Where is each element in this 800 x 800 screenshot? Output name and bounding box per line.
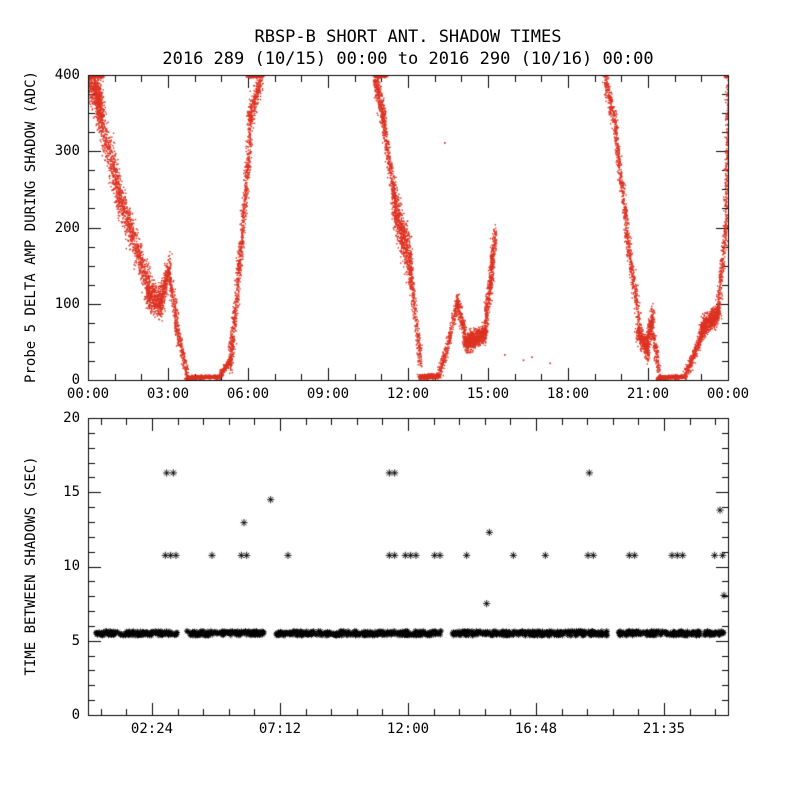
top-y-tick-label: 300 xyxy=(54,143,80,159)
top-x-tick-label: 03:00 xyxy=(146,386,190,402)
top-y-tick-label: 100 xyxy=(54,296,80,312)
top-x-tick-label: 12:00 xyxy=(386,386,430,402)
bottom-y-tick-label: 0 xyxy=(71,707,80,723)
bottom-x-tick-label: 21:35 xyxy=(642,721,686,737)
bottom-y-tick-label: 10 xyxy=(63,558,80,574)
bottom-y-tick-label: 5 xyxy=(71,633,80,649)
top-x-tick-label: 00:00 xyxy=(66,386,110,402)
top-x-tick-label: 18:00 xyxy=(546,386,590,402)
bottom-x-tick-label: 12:00 xyxy=(386,721,430,737)
bottom-x-tick-label: 07:12 xyxy=(258,721,302,737)
top-x-tick-label: 09:00 xyxy=(306,386,350,402)
chart-title: RBSP-B SHORT ANT. SHADOW TIMES xyxy=(254,27,562,47)
top-x-tick-label: 00:00 xyxy=(706,386,750,402)
top-y-tick-label: 400 xyxy=(54,67,80,83)
bottom-x-tick-label: 16:48 xyxy=(514,721,558,737)
top-y-tick-label: 0 xyxy=(71,372,80,388)
top-x-tick-label: 15:00 xyxy=(466,386,510,402)
top-x-tick-label: 06:00 xyxy=(226,386,270,402)
bottom-y-tick-label: 20 xyxy=(63,410,80,426)
chart-subtitle: 2016 289 (10/15) 00:00 to 2016 290 (10/1… xyxy=(162,49,654,69)
bottom-x-tick-label: 02:24 xyxy=(130,721,174,737)
bottom-y-tick-label: 15 xyxy=(63,484,80,500)
top-x-tick-label: 21:00 xyxy=(626,386,670,402)
top-y-tick-label: 200 xyxy=(54,220,80,236)
